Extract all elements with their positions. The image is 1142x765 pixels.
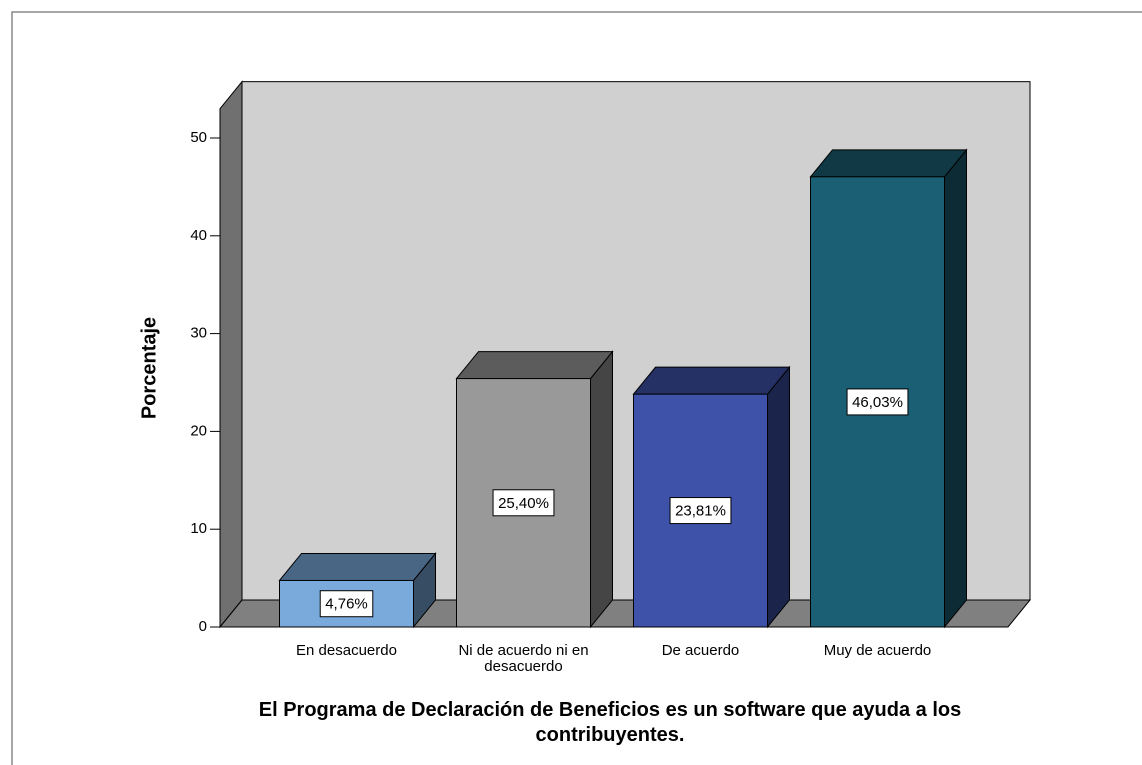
value-label: 46,03% bbox=[852, 394, 903, 411]
bar-side bbox=[767, 365, 790, 629]
x-tick-label: Ni de acuerdo ni en desacuerdo bbox=[458, 642, 589, 675]
bar-top bbox=[632, 366, 791, 395]
y-tick-label: 0 bbox=[199, 618, 207, 635]
chart-title: El Programa de Declaración de Beneficios… bbox=[258, 699, 962, 746]
bar-top bbox=[809, 149, 968, 178]
left-wall bbox=[219, 80, 243, 629]
value-label: 25,40% bbox=[498, 495, 549, 512]
value-label: 23,81% bbox=[675, 503, 726, 520]
y-tick-label: 50 bbox=[190, 129, 207, 146]
value-label-box bbox=[319, 590, 374, 618]
y-tick-label: 20 bbox=[190, 422, 207, 439]
value-label-box bbox=[492, 489, 555, 517]
bar-side bbox=[590, 350, 613, 629]
x-tick-label: De acuerdo bbox=[661, 642, 740, 659]
value-label: 4,76% bbox=[325, 596, 368, 613]
x-tick-label: En desacuerdo bbox=[296, 642, 397, 659]
x-tick-label: Muy de acuerdo bbox=[823, 642, 932, 659]
y-axis-label: Porcentaje bbox=[138, 317, 160, 419]
y-tick-label: 40 bbox=[190, 227, 207, 244]
value-label-box bbox=[669, 497, 732, 525]
bar-top bbox=[278, 552, 437, 581]
bar-top bbox=[455, 351, 614, 380]
y-tick-label: 30 bbox=[190, 325, 207, 342]
bar-side bbox=[944, 148, 967, 629]
value-label-box bbox=[846, 388, 909, 416]
y-tick-label: 10 bbox=[190, 520, 207, 537]
